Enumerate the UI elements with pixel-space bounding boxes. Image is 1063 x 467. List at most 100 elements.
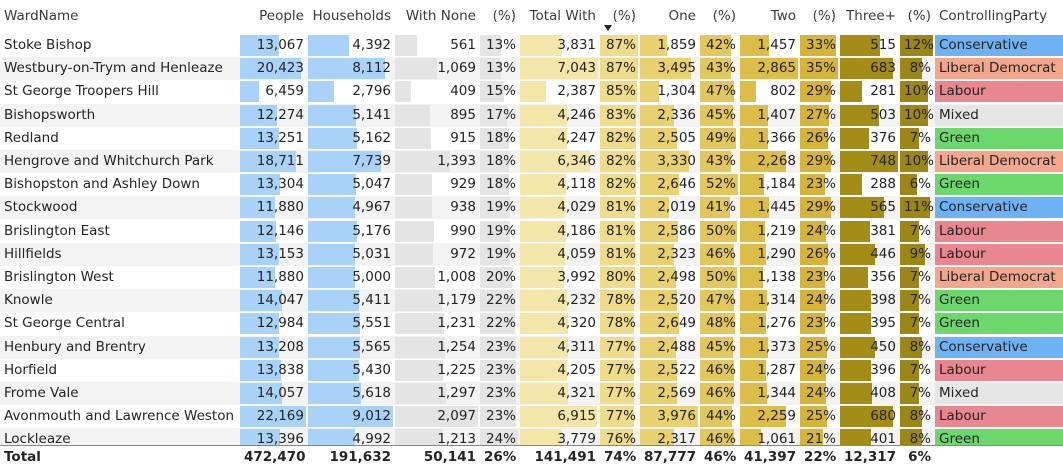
total-row: Total 472,470 191,632 50,141 26% 141,491 74% 87… (0, 445, 1063, 467)
cell-text: 81% (605, 199, 636, 216)
data-bar (640, 151, 689, 172)
data-bar (640, 267, 677, 288)
ward-name: Avonmouth and Lawrence Weston (0, 405, 240, 428)
cell-text: 35% (805, 60, 836, 77)
value-cell: 6,915 (520, 405, 600, 428)
value-cell: 78% (600, 312, 640, 335)
value-cell: 2,323 (640, 243, 700, 266)
cell-text: 1,219 (757, 222, 796, 239)
cell-text: 4,186 (557, 222, 596, 239)
value-cell: 41% (700, 196, 740, 219)
data-bar (240, 35, 279, 56)
data-bar (240, 174, 280, 196)
cell-text: 10% (904, 83, 935, 100)
cell-text: 4,232 (557, 292, 596, 309)
data-bar (700, 81, 735, 103)
data-bar (395, 58, 438, 80)
value-cell: 398 (840, 289, 900, 312)
cell-text: 356 (870, 269, 896, 285)
ward-name: St George Central (0, 312, 240, 335)
value-cell: 29% (800, 196, 840, 219)
value-cell: 18% (480, 127, 520, 150)
value-cell: 990 (395, 220, 480, 243)
cell-text: 2,387 (557, 83, 596, 100)
cell-text: 45% (705, 338, 736, 355)
data-bar (700, 406, 733, 428)
data-bar (740, 197, 770, 219)
value-cell: 82% (600, 127, 640, 150)
cell-text: 5,618 (352, 385, 391, 401)
data-bar (900, 267, 920, 288)
value-cell: 33% (800, 34, 840, 57)
cell-text: 5,551 (352, 315, 391, 332)
cell-text: Horfield (4, 361, 58, 378)
cell-text: Hengrove and Whitchurch Park (4, 153, 214, 169)
cell-text: 23% (485, 385, 516, 401)
data-bar (480, 220, 511, 242)
data-bar (240, 359, 282, 381)
value-cell: 7% (900, 289, 935, 312)
cell-text: 895 (450, 106, 476, 123)
cell-text: 409 (450, 83, 476, 100)
data-bar (520, 104, 568, 126)
data-bar (740, 336, 768, 358)
value-cell: 87% (600, 57, 640, 80)
ward-name: Hillfields (0, 243, 240, 266)
value-cell: 4,311 (520, 336, 600, 359)
data-bar (800, 81, 832, 103)
data-bar (520, 243, 565, 265)
data-bar (240, 127, 280, 149)
data-bar (395, 151, 451, 172)
value-cell: 1,287 (740, 359, 800, 382)
data-bar (480, 313, 515, 335)
value-cell: 1,407 (740, 104, 800, 127)
data-bar (800, 290, 827, 312)
value-cell: 4,992 (308, 428, 395, 445)
cell-text: 515 (870, 37, 896, 53)
value-cell: 5,031 (308, 243, 395, 266)
cell-text: 1,231 (437, 315, 476, 332)
cell-text: 18,711 (256, 153, 304, 169)
total-cell: 22% (804, 449, 837, 465)
value-cell: 5,047 (308, 173, 395, 196)
data-bar (740, 359, 767, 381)
data-bar (480, 429, 518, 445)
data-bar (900, 151, 928, 172)
value-cell: 20,423 (240, 57, 308, 80)
value-cell: 2,865 (740, 57, 800, 80)
value-cell: 748 (840, 150, 900, 173)
value-cell: 49% (700, 127, 740, 150)
data-bar (900, 383, 920, 404)
value-cell: 1,008 (395, 266, 480, 289)
cell-text: Brislington West (4, 269, 114, 285)
data-bar (800, 243, 829, 265)
data-bar (700, 220, 737, 242)
column-header: One (668, 8, 697, 24)
data-bar (600, 81, 638, 103)
data-bar (395, 406, 478, 428)
data-bar (800, 58, 838, 80)
data-bar (520, 383, 568, 404)
value-cell: 2,522 (640, 359, 700, 382)
cell-text: 7% (909, 361, 931, 378)
cell-text: 1,457 (757, 37, 796, 53)
cell-text: 398 (870, 292, 896, 309)
column-header: ControllingParty (939, 8, 1048, 24)
data-bar (395, 104, 431, 126)
cell-text: 76% (605, 431, 636, 445)
data-bar (900, 58, 922, 80)
data-bar (520, 220, 567, 242)
value-cell: 43% (700, 150, 740, 173)
data-bar (520, 197, 565, 219)
cell-text: 10% (904, 153, 935, 169)
cell-text: 46% (705, 245, 736, 262)
value-cell: 1,254 (395, 336, 480, 359)
data-bar (308, 383, 361, 404)
data-bar (240, 383, 282, 404)
column-header: (%) (492, 8, 516, 24)
cell-text: 47% (705, 83, 736, 100)
value-cell: 515 (840, 34, 900, 57)
cell-text: 87% (605, 37, 636, 53)
cell-text: Hillfields (4, 245, 62, 262)
data-bar (600, 58, 638, 80)
